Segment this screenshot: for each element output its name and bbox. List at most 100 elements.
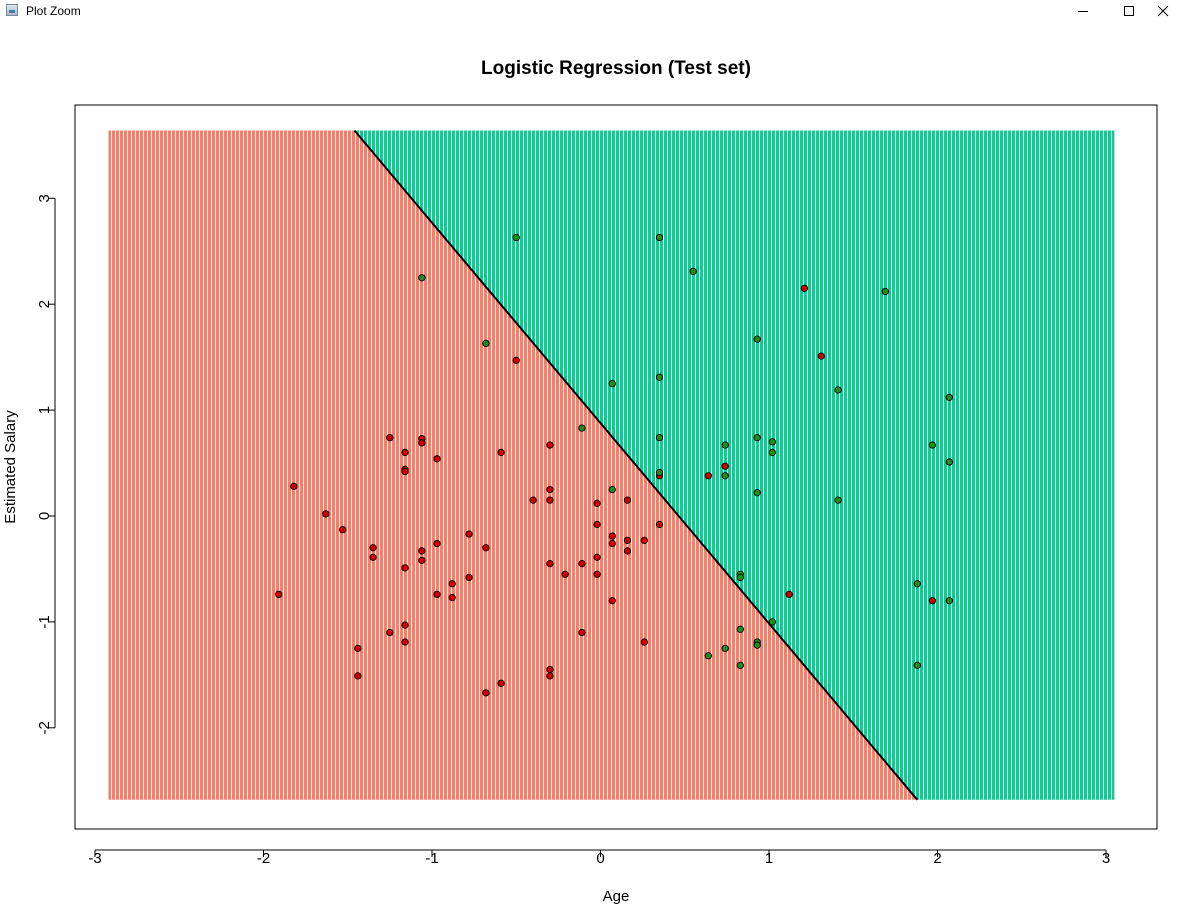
x-tick-label: 1 <box>765 850 773 867</box>
y-axis-title: Estimated Salary <box>2 410 19 524</box>
point-class-0 <box>448 580 456 588</box>
y-tick-label: 2 <box>36 300 53 308</box>
point-class-1 <box>768 618 777 626</box>
point-class-1 <box>913 661 921 669</box>
data-points <box>275 233 953 697</box>
point-class-0 <box>546 441 554 449</box>
point-class-0 <box>401 467 409 476</box>
maximize-icon <box>1124 6 1134 16</box>
plot-zoom-app-icon <box>6 4 18 16</box>
y-tick-label: -2 <box>36 721 53 734</box>
minimize-icon <box>1078 11 1088 12</box>
point-class-0 <box>561 570 569 578</box>
point-class-1 <box>704 652 712 660</box>
x-tick-label: 2 <box>933 850 941 867</box>
point-class-0 <box>593 520 601 529</box>
y-tick-label: -1 <box>36 615 53 628</box>
x-tick-label: 3 <box>1102 850 1110 867</box>
point-class-1 <box>608 379 616 388</box>
point-class-1 <box>834 386 842 394</box>
point-class-0 <box>290 482 298 490</box>
point-class-1 <box>655 433 664 442</box>
decision-boundary <box>353 129 919 801</box>
minimize-button[interactable] <box>1060 0 1106 22</box>
x-tick-label: -1 <box>425 850 438 867</box>
region-class-1 <box>354 130 1115 800</box>
point-class-0 <box>623 536 632 545</box>
point-class-0 <box>482 689 490 697</box>
point-class-1 <box>482 339 490 348</box>
point-class-0 <box>704 472 712 480</box>
point-class-1 <box>736 625 745 633</box>
point-class-0 <box>448 593 456 602</box>
point-class-0 <box>593 499 601 507</box>
point-class-1 <box>418 274 426 282</box>
point-class-1 <box>945 458 953 466</box>
y-tick-label: 3 <box>36 194 53 202</box>
point-class-1 <box>768 438 777 446</box>
y-tick-label: 1 <box>36 406 53 414</box>
point-class-1 <box>753 489 761 497</box>
point-class-0 <box>546 672 554 680</box>
point-class-0 <box>785 590 793 599</box>
point-class-0 <box>512 356 520 364</box>
maximize-button[interactable] <box>1106 0 1152 22</box>
point-class-0 <box>418 547 426 555</box>
point-class-0 <box>800 284 809 292</box>
point-class-1 <box>655 373 664 381</box>
boundary-line <box>353 129 919 801</box>
point-class-1 <box>945 597 953 605</box>
point-class-0 <box>546 485 554 494</box>
x-axis: -3 -2 -1 0 1 2 3 <box>88 849 1110 867</box>
point-class-1 <box>608 485 616 494</box>
point-class-1 <box>753 335 761 343</box>
point-class-0 <box>465 530 473 538</box>
point-class-0 <box>546 496 554 504</box>
point-class-0 <box>418 556 426 565</box>
region-class-0 <box>108 130 918 800</box>
point-class-0 <box>640 638 648 646</box>
point-class-1 <box>689 267 697 276</box>
point-class-0 <box>354 644 362 653</box>
point-class-1 <box>721 441 729 449</box>
x-tick-label: -2 <box>257 850 270 867</box>
point-class-1 <box>655 468 664 477</box>
chart-title: Logistic Regression (Test set) <box>481 58 751 79</box>
x-axis-title: Age <box>603 888 630 905</box>
point-class-0 <box>593 553 601 561</box>
point-class-1 <box>768 448 777 457</box>
point-class-0 <box>386 433 394 442</box>
point-class-0 <box>817 352 825 360</box>
point-class-1 <box>721 644 729 653</box>
point-class-1 <box>655 233 664 242</box>
y-axis: -2 -1 0 1 2 3 <box>36 194 56 734</box>
point-class-0 <box>546 560 554 568</box>
point-class-1 <box>928 441 937 449</box>
point-class-0 <box>608 597 616 605</box>
point-class-0 <box>465 573 473 582</box>
point-class-0 <box>354 672 362 680</box>
close-button[interactable] <box>1140 0 1186 22</box>
x-tick-label: -3 <box>88 850 101 867</box>
point-class-0 <box>386 628 394 637</box>
point-class-0 <box>322 510 330 518</box>
x-tick-label: 0 <box>596 850 604 867</box>
point-class-0 <box>655 520 664 529</box>
point-class-1 <box>736 661 745 669</box>
decision-regions <box>108 130 1115 800</box>
point-class-1 <box>945 393 953 402</box>
point-class-0 <box>482 544 490 552</box>
point-class-1 <box>881 287 889 296</box>
point-class-0 <box>608 539 616 548</box>
point-class-0 <box>433 455 441 463</box>
point-class-0 <box>578 628 586 637</box>
point-class-0 <box>275 590 283 599</box>
point-class-0 <box>339 526 347 534</box>
close-icon <box>1157 5 1169 17</box>
point-class-0 <box>418 439 426 447</box>
point-class-0 <box>640 536 648 545</box>
point-class-1 <box>512 233 520 242</box>
point-class-0 <box>497 448 505 457</box>
point-class-0 <box>721 462 729 470</box>
point-class-0 <box>401 448 409 457</box>
